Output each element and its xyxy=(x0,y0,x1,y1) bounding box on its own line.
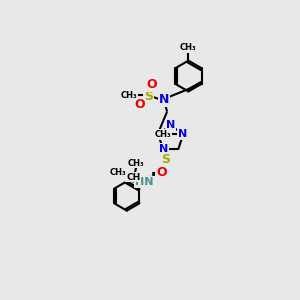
Text: CH₃: CH₃ xyxy=(110,168,126,177)
Text: S: S xyxy=(161,153,170,166)
Text: CH₃: CH₃ xyxy=(121,91,137,100)
Text: CH₃: CH₃ xyxy=(155,130,171,139)
Text: N: N xyxy=(159,93,169,106)
Text: CH: CH xyxy=(126,172,140,182)
Text: O: O xyxy=(135,98,145,111)
Text: S: S xyxy=(144,90,153,103)
Text: CH₃: CH₃ xyxy=(128,159,145,168)
Text: N: N xyxy=(178,129,187,140)
Text: HN: HN xyxy=(135,177,154,187)
Text: CH₃: CH₃ xyxy=(180,43,197,52)
Text: O: O xyxy=(156,167,167,179)
Text: O: O xyxy=(146,78,157,91)
Text: N: N xyxy=(159,144,168,154)
Text: N: N xyxy=(166,120,175,130)
